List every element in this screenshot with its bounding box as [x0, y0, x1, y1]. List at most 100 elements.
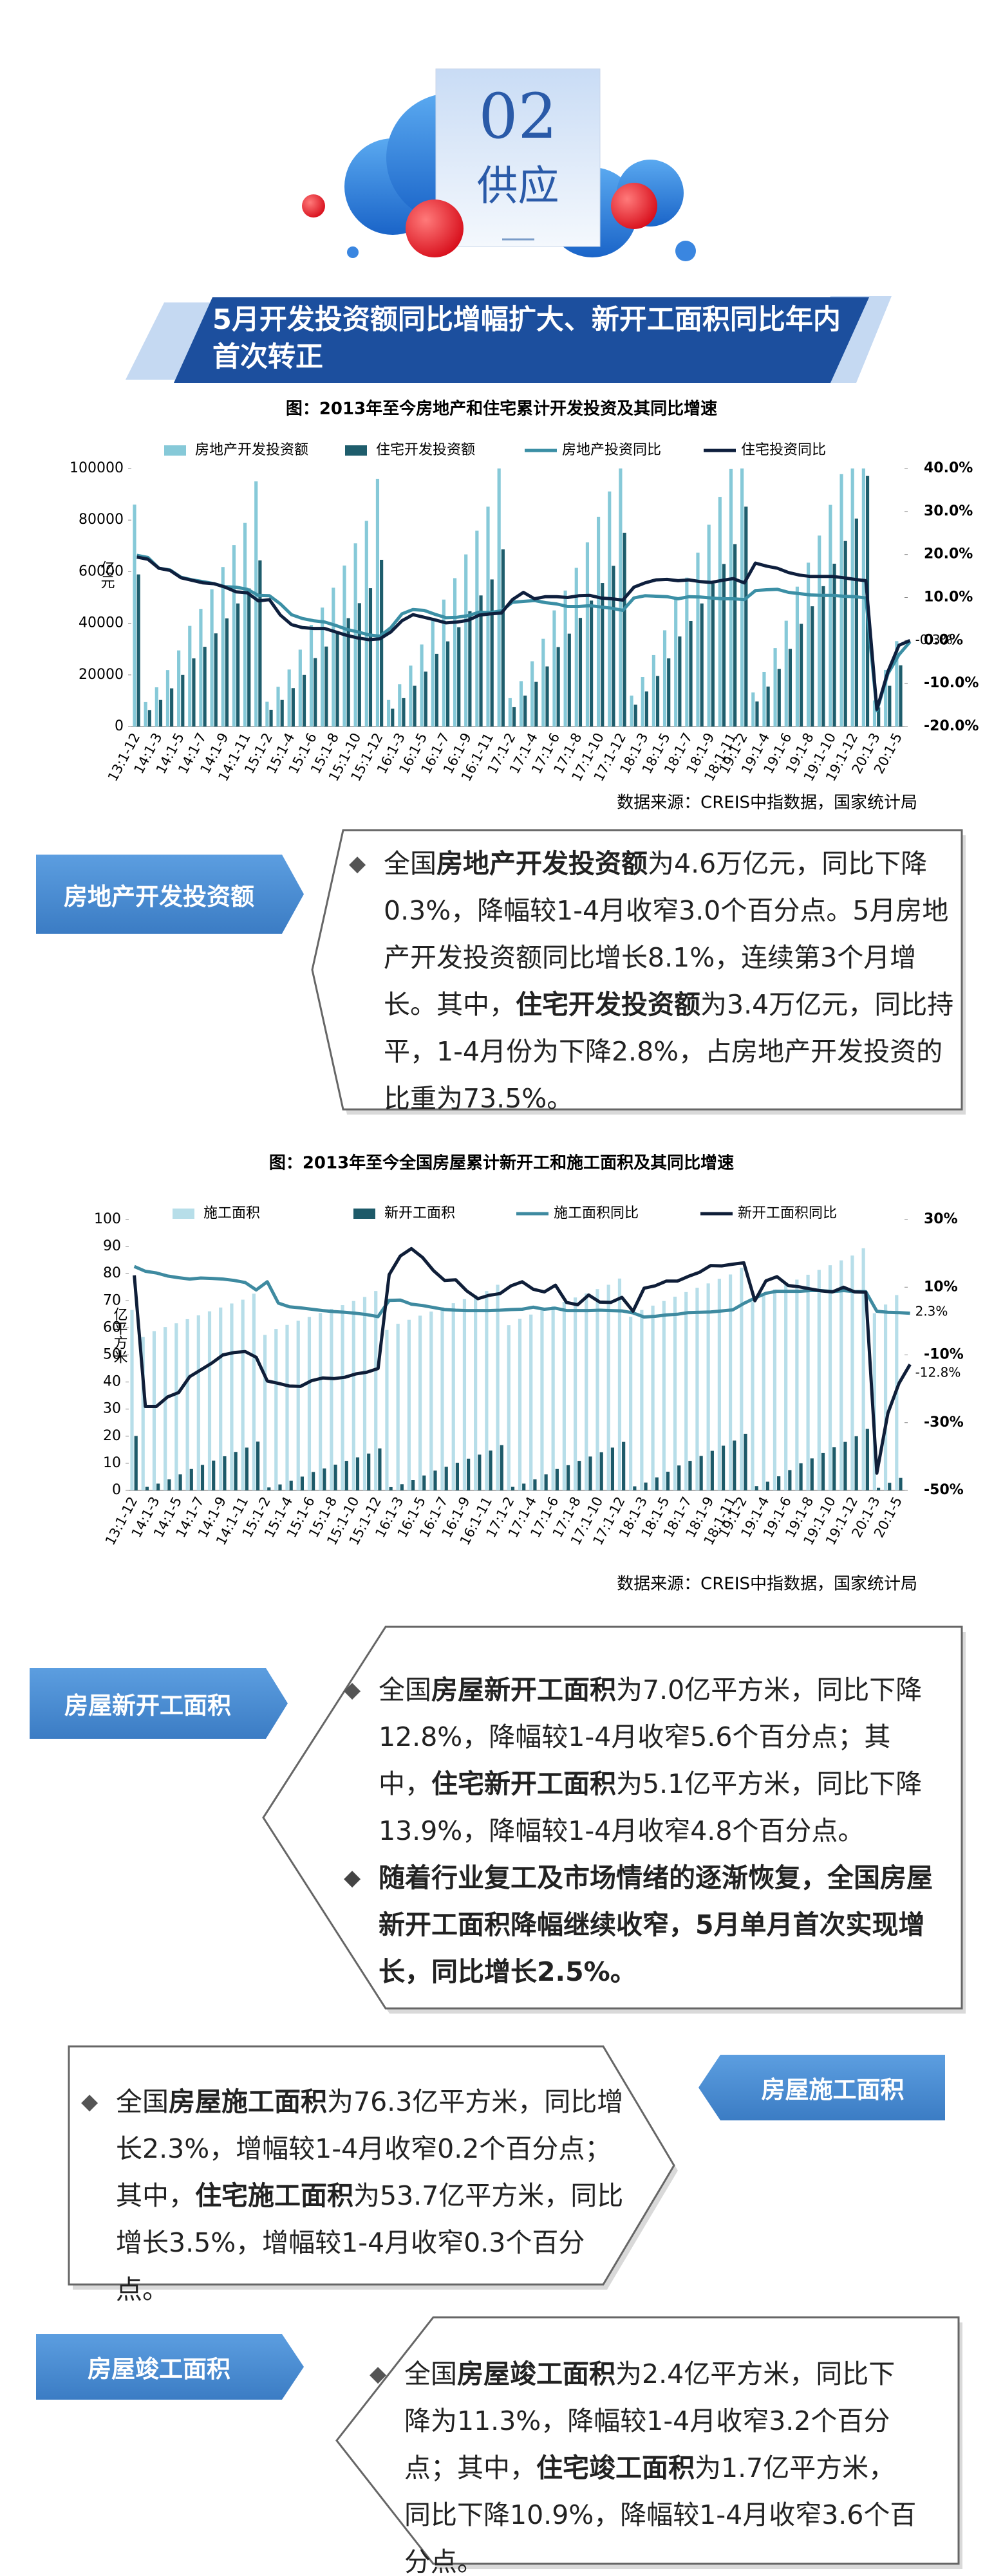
bar	[164, 1327, 167, 1490]
text-run: 为76.3亿平方米，同比增长2.3%，增幅较1-4月收窄0.2个百分点；其中，	[116, 2086, 624, 2211]
bar	[662, 1301, 666, 1490]
y-tick-label: 20000	[79, 667, 124, 683]
bar	[567, 633, 571, 727]
bar	[192, 658, 196, 727]
bar	[578, 618, 583, 727]
paragraph: 随着行业复工及市场情绪的逐渐恢复，全国房屋新开工面积降幅继续收窄，5月单月首次实…	[344, 1855, 939, 1996]
bar	[795, 586, 800, 727]
bar	[552, 610, 556, 727]
bar	[232, 545, 236, 727]
bar	[333, 1465, 337, 1490]
bar	[689, 620, 693, 727]
text-run: 为4.6万亿元，同比下降0.3%，降幅较1-4月收窄3.0个百分点。5月房地产开…	[384, 848, 949, 1020]
bar	[788, 649, 792, 727]
bar	[181, 674, 185, 727]
bar	[766, 686, 770, 727]
section-label-box	[36, 2334, 304, 2400]
bar	[777, 1476, 781, 1490]
bar	[551, 1306, 555, 1490]
bar	[378, 1448, 382, 1490]
legend-label: 住宅开发投资额	[376, 442, 475, 458]
bar	[467, 1458, 471, 1490]
bar	[478, 1454, 482, 1490]
section-label: 房屋施工面积	[761, 2076, 905, 2104]
source-note: 数据来源：CREIS中指数据，国家统计局	[617, 1575, 917, 1594]
bar	[496, 1284, 500, 1490]
bar	[590, 600, 594, 727]
bar	[420, 644, 424, 727]
text-run: 全国	[379, 1674, 431, 1705]
bar	[400, 1484, 404, 1490]
y-tick-label: 60	[103, 1319, 121, 1335]
bar	[633, 704, 637, 727]
legend-label: 新开工面积	[384, 1205, 455, 1221]
y2-tick-label: -20.0%	[924, 718, 979, 734]
bar	[464, 554, 468, 727]
bar	[688, 1461, 692, 1490]
y-tick-label: 50	[103, 1347, 121, 1363]
bar	[563, 590, 567, 727]
bar	[810, 1458, 814, 1490]
bar	[597, 516, 601, 727]
bar	[440, 1307, 444, 1490]
bar	[773, 648, 777, 727]
bar	[507, 1325, 511, 1490]
bar	[212, 1460, 216, 1490]
bar	[821, 586, 825, 727]
bar	[485, 1291, 489, 1490]
bar	[511, 1487, 515, 1490]
legend-swatch	[353, 1209, 375, 1219]
bar	[843, 1441, 847, 1490]
paragraph: 全国房屋竣工面积为2.4亿平方米，同比下降为11.3%，降幅较1-4月收窄3.2…	[370, 2351, 919, 2576]
bar	[170, 688, 174, 727]
bar	[606, 1284, 610, 1490]
bar	[839, 474, 843, 727]
bar	[740, 468, 744, 727]
bar	[585, 1293, 588, 1490]
bar	[883, 1304, 888, 1490]
bar	[585, 542, 590, 727]
paragraph: 全国房屋新开工面积为7.0亿平方米，同比下降12.8%，降幅较1-4月收窄5.6…	[344, 1667, 939, 1855]
bar	[740, 1267, 744, 1490]
y-axis-label: 亿元	[98, 561, 115, 589]
bar	[640, 1310, 644, 1490]
bar	[352, 1301, 355, 1490]
bar	[854, 518, 858, 727]
bar	[321, 607, 324, 727]
bar	[861, 1248, 865, 1490]
y2-tick-label: 10%	[924, 1279, 958, 1295]
bar	[302, 674, 306, 727]
bar	[291, 688, 295, 727]
bar	[800, 624, 803, 727]
y2-tick-label: -10%	[924, 1347, 964, 1363]
bar	[402, 698, 406, 727]
y-axis-label: 亿平方米	[111, 1307, 128, 1364]
bar	[396, 1324, 400, 1490]
bar	[429, 1311, 433, 1490]
bar	[413, 685, 417, 727]
y2-tick-label: 10.0%	[924, 589, 973, 606]
bar	[247, 588, 251, 727]
text-run: 为7.0亿平方米，同比下降12.8%，降幅较1-4月收窄5.6个百分点；其中，	[379, 1674, 923, 1799]
bar	[633, 1486, 637, 1490]
bar	[207, 1311, 212, 1490]
bar	[486, 506, 490, 727]
source-note: 数据来源：CREIS中指数据，国家统计局	[617, 793, 917, 813]
bar	[872, 700, 877, 727]
y-tick-label: 70	[103, 1292, 121, 1308]
bar	[287, 669, 291, 727]
bar	[280, 700, 284, 727]
bar	[357, 603, 361, 727]
bar	[612, 566, 615, 727]
bar	[389, 1487, 393, 1490]
bar	[667, 658, 671, 727]
y2-tick-label: -30%	[924, 1414, 964, 1431]
bar	[418, 1315, 422, 1490]
section-label: 房屋竣工面积	[88, 2355, 230, 2383]
y-tick-label: 100000	[70, 460, 124, 476]
bold-text: 住宅新开工面积	[431, 1768, 616, 1799]
bar	[314, 658, 317, 727]
bar	[278, 1484, 282, 1490]
line	[133, 1265, 910, 1319]
bar	[199, 609, 203, 727]
